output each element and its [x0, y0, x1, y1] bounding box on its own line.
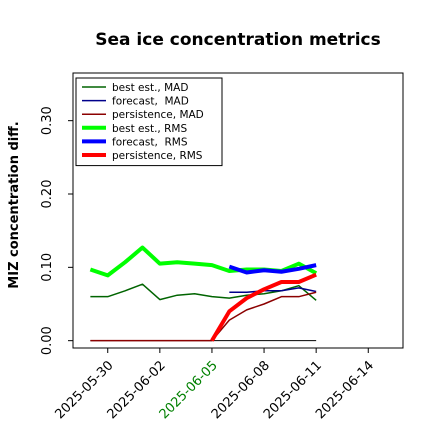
- series-line-persistence-rms: [210, 272, 317, 342]
- series-line-persistence-mad: [90, 291, 317, 342]
- series-line-forecast-rms: [228, 263, 317, 275]
- chart-title: Sea ice concentration metrics: [95, 30, 381, 50]
- legend-label: persistence, MAD: [112, 109, 204, 121]
- y-axis-label: MIZ concentration diff.: [7, 121, 22, 288]
- legend-label: best est., MAD: [112, 82, 188, 94]
- legend-label: forecast, MAD: [112, 96, 189, 108]
- legend-label: persistence, RMS: [112, 150, 203, 162]
- plot-frame: [72, 72, 404, 349]
- legend-box: [75, 77, 223, 167]
- y-tick-label: 0.10: [40, 253, 55, 282]
- y-tick-label: 0.20: [40, 180, 55, 209]
- legend-label: forecast, RMS: [112, 136, 188, 148]
- y-tick-label: 0.00: [40, 326, 55, 355]
- series-line-best-est-mad: [90, 283, 317, 301]
- legend-label: best est., RMS: [112, 123, 187, 135]
- y-tick-label: 0.30: [40, 106, 55, 135]
- series-line-forecast-mad: [229, 287, 317, 294]
